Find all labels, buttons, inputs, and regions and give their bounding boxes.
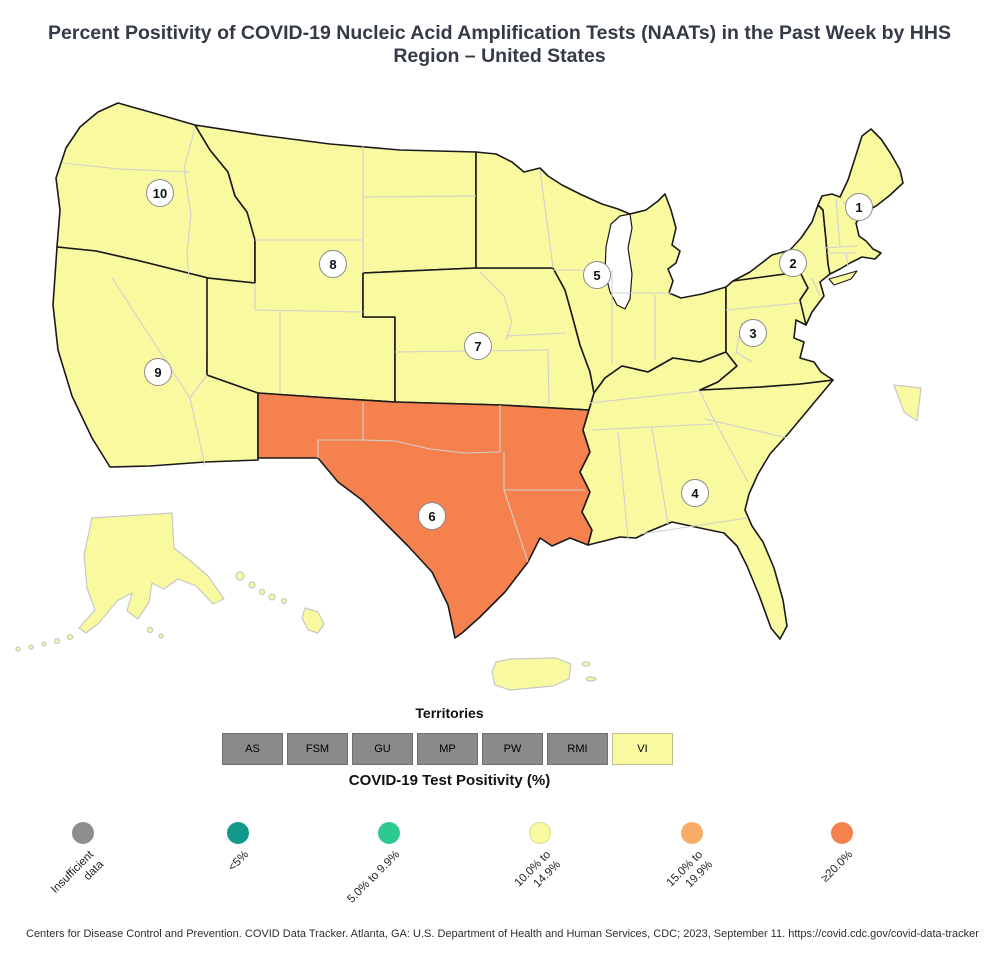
- region-marker-8[interactable]: 8: [319, 250, 347, 278]
- region-marker-4[interactable]: 4: [681, 479, 709, 507]
- legend-heading: COVID-19 Test Positivity (%): [348, 772, 551, 789]
- page-title-line1: Percent Positivity of COVID-19 Nucleic A…: [48, 22, 951, 44]
- region-marker-2[interactable]: 2: [779, 249, 807, 277]
- region-marker-7[interactable]: 7: [464, 332, 492, 360]
- state-borders: [61, 127, 859, 563]
- territory-box-rmi[interactable]: RMI: [547, 733, 608, 765]
- territory-box-vi[interactable]: VI: [612, 733, 673, 765]
- legend-swatch-20-plus: [831, 822, 853, 844]
- territory-box-mp[interactable]: MP: [417, 733, 478, 765]
- region-marker-1[interactable]: 1: [845, 193, 873, 221]
- source-citation: Centers for Disease Control and Preventi…: [26, 928, 979, 940]
- region-marker-5[interactable]: 5: [583, 261, 611, 289]
- page-title: Percent Positivity of COVID-19 Nucleic A…: [0, 22, 999, 68]
- alaska-area[interactable]: [15, 512, 225, 652]
- legend-swatch-15-to-19: [681, 822, 703, 844]
- region-marker-3[interactable]: 3: [739, 319, 767, 347]
- legend-swatch-under-5: [227, 822, 249, 844]
- offshore-island-area: [893, 384, 922, 422]
- legend-swatch-5-to-9: [378, 822, 400, 844]
- legend-swatch-insufficient: [72, 822, 94, 844]
- territory-box-fsm[interactable]: FSM: [287, 733, 348, 765]
- territory-row: AS FSM GU MP PW RMI VI: [222, 733, 673, 765]
- territories-heading: Territories: [415, 705, 484, 721]
- territory-box-gu[interactable]: GU: [352, 733, 413, 765]
- territory-box-pw[interactable]: PW: [482, 733, 543, 765]
- hawaii-area[interactable]: [235, 571, 325, 634]
- territory-box-as[interactable]: AS: [222, 733, 283, 765]
- region-marker-10[interactable]: 10: [146, 179, 174, 207]
- puerto-rico-area[interactable]: [491, 657, 597, 691]
- page-title-line2: Region – United States: [393, 45, 606, 67]
- region-marker-6[interactable]: 6: [418, 502, 446, 530]
- long-island-area[interactable]: [828, 270, 858, 286]
- region-marker-9[interactable]: 9: [144, 358, 172, 386]
- legend-swatch-10-to-14: [529, 822, 551, 844]
